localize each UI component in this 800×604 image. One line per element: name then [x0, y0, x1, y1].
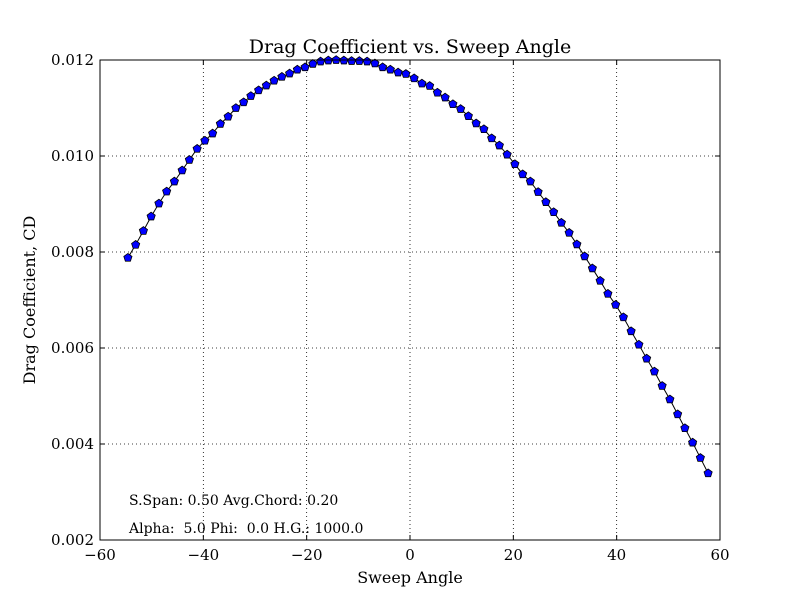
data-point-marker — [688, 437, 698, 447]
x-tick-label: −20 — [291, 546, 323, 564]
series-layer — [123, 55, 713, 478]
data-point-marker — [231, 103, 241, 112]
annotation-alpha-phi-hg: Alpha: 5.0 Phi: 0.0 H.G.: 1000.0 — [128, 521, 363, 537]
data-point-marker — [200, 135, 210, 145]
data-point-marker — [494, 140, 504, 150]
data-point-marker — [138, 226, 148, 235]
data-point-marker — [246, 91, 256, 100]
data-point-marker — [417, 78, 427, 88]
data-point-marker — [618, 312, 628, 322]
data-point-marker — [703, 468, 713, 478]
data-point-marker — [471, 118, 481, 128]
data-point-marker — [456, 104, 466, 113]
data-point-marker — [425, 81, 435, 90]
data-point-marker — [409, 73, 419, 83]
data-point-marker — [285, 68, 295, 78]
data-point-marker — [385, 64, 395, 74]
y-tick-label: 0.010 — [51, 147, 94, 165]
data-point-marker — [549, 207, 559, 217]
y-tick-label: 0.004 — [51, 435, 94, 453]
data-point-marker — [401, 69, 411, 78]
x-tick-label: 60 — [710, 546, 729, 564]
y-tick-label: 0.012 — [51, 51, 94, 69]
data-point-marker — [502, 149, 512, 159]
data-point-marker — [634, 339, 644, 349]
data-point-marker — [162, 186, 172, 196]
data-point-marker — [393, 67, 403, 77]
data-point-marker — [347, 56, 357, 65]
data-point-marker — [487, 133, 497, 143]
data-point-marker — [673, 409, 683, 419]
series-line — [127, 59, 709, 474]
axis-ticks — [99, 59, 721, 541]
data-point-marker — [595, 276, 605, 285]
data-point-marker — [184, 155, 194, 164]
data-point-marker — [208, 128, 218, 138]
y-tick-label: 0.002 — [51, 531, 94, 549]
data-point-marker — [564, 228, 574, 237]
data-point-marker — [572, 239, 582, 249]
data-point-marker — [665, 394, 675, 404]
data-point-marker — [370, 58, 380, 68]
x-axis-label: Sweep Angle — [357, 568, 463, 587]
data-point-marker — [378, 62, 388, 72]
data-point-marker — [254, 85, 264, 95]
data-point-marker — [440, 92, 450, 102]
y-tick-label: 0.006 — [51, 339, 94, 357]
data-point-marker — [192, 144, 202, 153]
data-point-marker — [448, 99, 458, 109]
data-point-marker — [680, 423, 690, 433]
chart-title: Drag Coefficient vs. Sweep Angle — [249, 36, 572, 58]
data-point-marker — [154, 198, 164, 208]
data-point-marker — [223, 111, 233, 121]
data-point-marker — [657, 381, 667, 390]
x-tick-label: 40 — [607, 546, 626, 564]
data-point-marker — [556, 217, 566, 227]
data-point-marker — [277, 72, 287, 81]
data-point-marker — [146, 211, 156, 221]
data-point-marker — [611, 300, 621, 309]
annotation-span-chord: S.Span: 0.50 Avg.Chord: 0.20 — [129, 493, 338, 509]
data-point-marker — [525, 176, 535, 186]
data-point-marker — [626, 326, 636, 336]
axis-tick-labels: −60 −40 −20 0 20 40 60 0.002 0.004 0.006 0.008 0.01… — [51, 51, 730, 564]
data-point-marker — [642, 353, 652, 363]
data-point-marker — [695, 453, 705, 462]
data-point-marker — [463, 111, 473, 121]
data-point-marker — [587, 263, 597, 273]
data-point-marker — [510, 159, 520, 169]
y-tick-label: 0.008 — [51, 243, 94, 261]
data-point-marker — [541, 197, 551, 206]
data-point-marker — [177, 165, 187, 175]
data-point-marker — [269, 75, 279, 85]
y-axis-label: Drag Coefficient, CD — [20, 216, 39, 385]
x-tick-label: −40 — [188, 546, 220, 564]
data-point-marker — [131, 240, 141, 249]
x-tick-label: 0 — [405, 546, 415, 564]
x-tick-label: 20 — [504, 546, 523, 564]
data-point-marker — [354, 56, 364, 65]
data-point-marker — [123, 252, 133, 262]
data-point-marker — [239, 97, 249, 107]
data-point-marker — [533, 187, 543, 196]
data-point-marker — [518, 169, 528, 179]
data-point-marker — [432, 87, 442, 97]
data-point-marker — [261, 80, 271, 90]
data-point-marker — [603, 288, 613, 298]
data-point-marker — [580, 251, 590, 261]
data-point-marker — [215, 119, 225, 128]
data-point-marker — [308, 59, 318, 68]
data-point-marker — [169, 176, 179, 186]
data-point-marker — [292, 64, 302, 74]
data-point-marker — [479, 124, 489, 134]
x-tick-label: −60 — [84, 546, 116, 564]
data-point-marker — [649, 366, 659, 376]
